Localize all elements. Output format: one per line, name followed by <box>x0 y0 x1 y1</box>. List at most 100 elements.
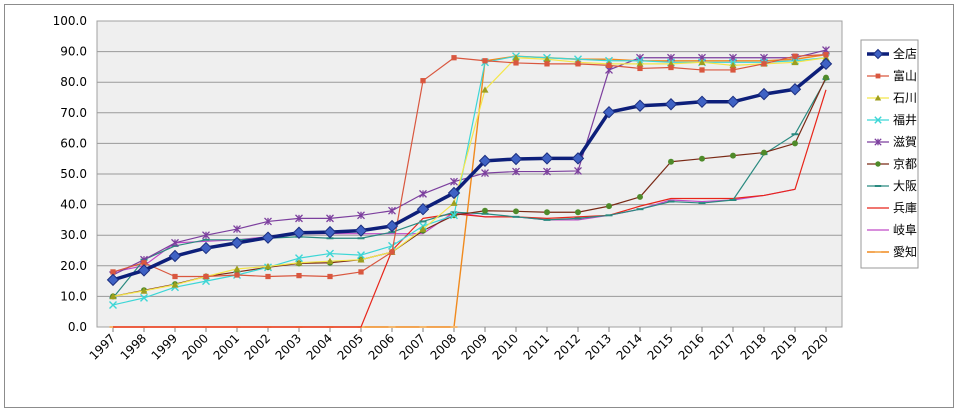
data-point <box>419 189 427 198</box>
data-point <box>512 167 520 176</box>
legend-entry: 愛知 <box>867 245 917 259</box>
legend-entry: 全店 <box>867 46 917 61</box>
data-point <box>792 53 798 59</box>
data-point <box>481 169 489 178</box>
data-point <box>730 152 736 159</box>
data-point <box>636 60 644 67</box>
y-tick-label: 30.0 <box>60 228 87 242</box>
series-line <box>112 57 827 297</box>
data-point <box>571 152 585 165</box>
legend-entry: 岐阜 <box>867 223 917 237</box>
data-point <box>357 211 365 220</box>
x-tick-label: 2004 <box>304 331 335 362</box>
legend-label: 石川 <box>893 91 917 105</box>
data-point <box>326 249 334 258</box>
data-point <box>323 225 337 239</box>
data-point <box>478 154 492 168</box>
x-tick-label: 2003 <box>273 331 304 362</box>
x-tick-label: 2002 <box>242 331 273 362</box>
data-point <box>606 203 612 210</box>
x-tick-label: 2011 <box>521 331 552 362</box>
x-tick-label: 2015 <box>645 331 676 362</box>
data-point <box>575 61 581 67</box>
data-point <box>513 60 519 66</box>
data-point <box>357 251 365 260</box>
y-tick-label: 100.0 <box>53 14 87 28</box>
data-point <box>819 57 833 71</box>
data-point <box>451 55 457 61</box>
data-point <box>791 58 799 66</box>
legend-label: 京都 <box>893 157 917 171</box>
data-point <box>385 219 399 233</box>
data-point <box>109 300 117 309</box>
legend-swatch-marker <box>875 161 881 167</box>
data-point <box>140 287 148 294</box>
data-point <box>761 149 767 156</box>
data-point <box>726 95 740 108</box>
series-0 <box>106 57 833 287</box>
data-point <box>698 58 706 66</box>
data-point <box>106 273 120 287</box>
legend-entry: 富山 <box>867 68 917 83</box>
x-tick-label: 2017 <box>707 331 738 362</box>
data-point <box>450 199 458 206</box>
x-tick-label: 2014 <box>614 331 645 362</box>
legend-label: 兵庫 <box>893 201 917 215</box>
data-point <box>509 152 523 166</box>
y-axis-ticks: 0.0 10.0 20.0 30.0 40.0 50.0 60.0 70.0 80.0 90.0 1… <box>53 14 87 334</box>
data-point <box>171 281 179 288</box>
data-point <box>602 105 616 119</box>
y-tick-label: 40.0 <box>60 198 87 212</box>
data-point <box>450 177 458 186</box>
data-point <box>757 87 771 101</box>
data-point <box>354 224 368 237</box>
data-point <box>416 202 430 216</box>
data-point <box>543 55 551 63</box>
legend-label: 愛知 <box>893 245 917 259</box>
y-tick-label: 80.0 <box>60 75 87 89</box>
data-point <box>172 273 178 280</box>
x-tick-label: 2016 <box>676 331 707 362</box>
data-point <box>788 83 802 96</box>
x-tick-label: 1999 <box>149 331 180 362</box>
data-point <box>295 259 303 266</box>
data-point <box>295 214 303 223</box>
data-point <box>199 241 213 255</box>
data-point <box>388 241 396 250</box>
series-1 <box>110 52 829 280</box>
data-point <box>730 67 736 73</box>
data-point <box>633 99 647 112</box>
data-point <box>202 231 210 240</box>
data-point <box>296 272 302 279</box>
data-point <box>822 54 830 61</box>
legend-entry: 石川 <box>867 91 917 105</box>
legend-swatch-marker <box>872 48 884 60</box>
x-tick-label: 2009 <box>459 331 490 362</box>
data-point <box>823 74 829 81</box>
x-tick-label: 2013 <box>583 331 614 362</box>
legend-swatch-marker <box>874 94 882 101</box>
data-point <box>292 226 306 239</box>
data-point <box>295 254 303 263</box>
data-point <box>265 273 271 280</box>
legend-swatch-marker <box>874 138 882 146</box>
x-tick-label: 2010 <box>490 331 521 362</box>
data-point <box>171 238 179 247</box>
data-point <box>203 273 209 280</box>
gridlines <box>97 51 842 297</box>
legend-entry: 京都 <box>867 157 917 171</box>
series-line <box>112 77 827 297</box>
data-point <box>668 158 674 165</box>
data-point <box>575 209 581 216</box>
data-point <box>230 236 244 250</box>
y-tick-label: 60.0 <box>60 136 87 150</box>
data-point <box>544 209 550 216</box>
data-point <box>761 61 767 67</box>
data-point <box>482 58 488 64</box>
series-line <box>113 89 827 328</box>
y-tick-label: 70.0 <box>60 106 87 120</box>
x-tick-label: 2020 <box>800 331 831 362</box>
x-axis-ticks: 1997 1998 1999 2000 2001 2002 2003 2004 2005 2006… <box>87 327 831 363</box>
legend-entry: 福井 <box>867 112 917 127</box>
